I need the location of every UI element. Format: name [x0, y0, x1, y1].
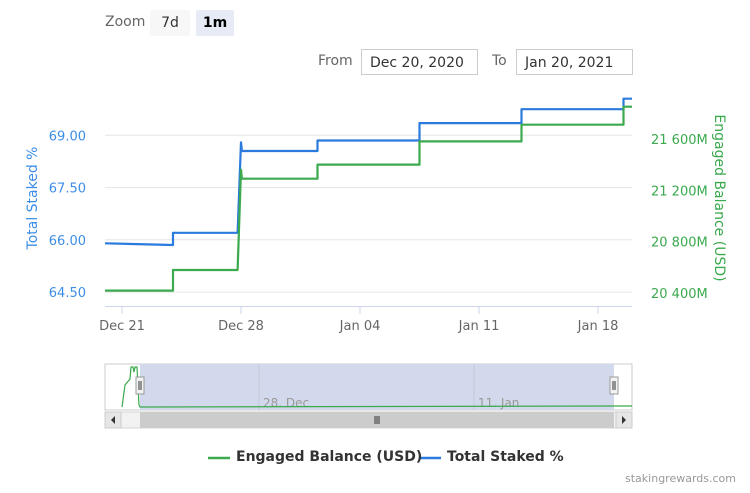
to-date-input[interactable]: Jan 20, 2021	[516, 49, 633, 75]
navigator-label-1: 28. Dec	[263, 396, 309, 410]
navigator-right-handle[interactable]	[609, 376, 619, 395]
zoom-1m-button[interactable]: 1m	[196, 10, 234, 36]
navigator-left-handle[interactable]	[135, 376, 145, 395]
x-axis-tick-label: Jan 18	[577, 319, 619, 334]
navigator-label-2: 11. Jan	[478, 396, 519, 410]
x-axis-tick-label: Dec 21	[99, 319, 145, 334]
x-axis-tick-label: Jan 04	[339, 319, 381, 334]
right-axis-tick-label: 21 600M	[651, 133, 708, 148]
arrow-right-icon	[622, 416, 626, 424]
legend-staked-label[interactable]: Total Staked %	[447, 449, 564, 465]
from-label: From	[318, 53, 353, 69]
to-label: To	[492, 53, 507, 69]
series-total-staked-line[interactable]	[104, 97, 632, 247]
left-axis-tick-label: 66.00	[49, 234, 86, 249]
zoom-7d-button[interactable]: 7d	[150, 10, 190, 36]
left-axis-title: Total Staked %	[25, 147, 41, 251]
navigator-selection[interactable]	[140, 364, 614, 410]
series-engaged-balance-line[interactable]	[105, 105, 632, 292]
from-date-input[interactable]: Dec 20, 2020	[361, 49, 478, 75]
right-axis-tick-label: 21 200M	[651, 184, 708, 199]
navigator-series-line	[121, 366, 632, 408]
left-axis-tick-label: 64.50	[49, 286, 86, 301]
x-axis-tick-label: Jan 11	[458, 319, 500, 334]
right-axis-title: Engaged Balance (USD)	[711, 114, 727, 281]
x-axis-tick-label: Dec 28	[218, 319, 264, 334]
credit-text[interactable]: stakingrewards.com	[625, 472, 736, 485]
right-axis-tick-label: 20 800M	[651, 236, 708, 251]
right-axis-tick-label: 20 400M	[651, 287, 708, 302]
legend-balance-label[interactable]: Engaged Balance (USD)	[236, 449, 423, 465]
arrow-left-icon	[111, 416, 115, 424]
left-axis-tick-label: 67.50	[49, 182, 86, 197]
navigator-scrollbar[interactable]	[104, 411, 633, 429]
left-axis-tick-label: 69.00	[49, 129, 86, 144]
navigator[interactable]: 28. Dec 11. Jan	[104, 363, 633, 411]
zoom-label: Zoom	[105, 14, 146, 30]
